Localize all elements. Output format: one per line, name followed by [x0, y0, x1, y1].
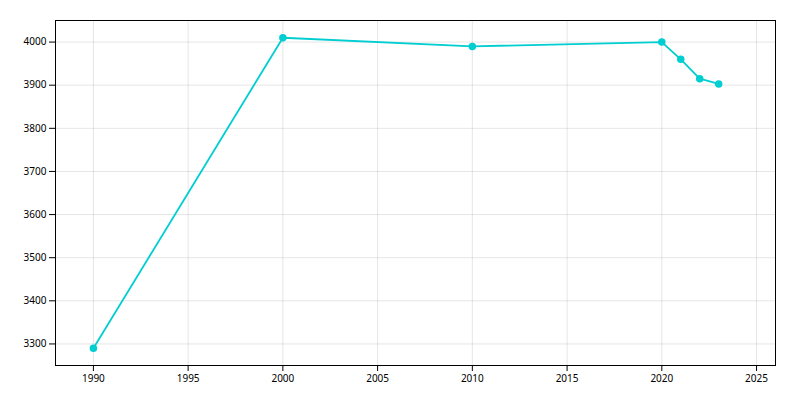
svg-text:3300: 3300	[24, 336, 47, 350]
svg-text:4000: 4000	[24, 34, 47, 48]
svg-text:1995: 1995	[177, 371, 200, 385]
svg-text:2010: 2010	[461, 371, 484, 385]
svg-text:3400: 3400	[24, 293, 47, 307]
svg-text:2015: 2015	[556, 371, 579, 385]
svg-text:1990: 1990	[82, 371, 105, 385]
svg-text:3500: 3500	[24, 250, 47, 264]
svg-text:3800: 3800	[24, 121, 47, 135]
svg-text:2000: 2000	[271, 371, 294, 385]
svg-text:2005: 2005	[366, 371, 389, 385]
svg-text:2020: 2020	[650, 371, 673, 385]
svg-text:2025: 2025	[745, 371, 768, 385]
svg-text:3700: 3700	[24, 164, 47, 178]
svg-text:3600: 3600	[24, 207, 47, 221]
svg-text:3900: 3900	[24, 77, 47, 91]
